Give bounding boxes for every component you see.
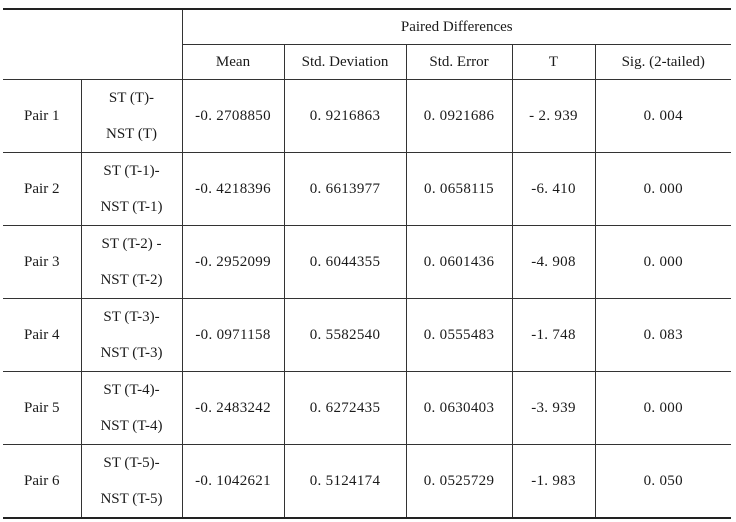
std-deviation-cell: 0. 6613977: [283, 152, 406, 226]
sig-cell: 0. 083: [594, 298, 731, 372]
std-deviation-cell: 0. 5582540: [283, 298, 406, 372]
variable-pair-cell: ST (T)- NST (T): [80, 79, 182, 153]
table-row: Pair 4 ST (T-3)- NST (T-3) -0. 0971158 0…: [3, 298, 731, 372]
variable-top: ST (T)-: [108, 90, 155, 106]
table-body: Paired Differences Mean Std. Deviation S…: [3, 8, 731, 519]
variable-top: ST (T-5)-: [103, 455, 160, 471]
std-error-cell: 0. 0658115: [405, 152, 512, 226]
column-header-t: T: [511, 44, 595, 80]
variable-bottom: NST (T-1): [100, 199, 163, 215]
header-corner-cell: [3, 8, 182, 80]
sig-cell: 0. 050: [594, 444, 731, 519]
std-deviation-cell: 0. 6044355: [283, 225, 406, 299]
column-header-std-error: Std. Error: [405, 44, 512, 80]
variable-pair-cell: ST (T-1)- NST (T-1): [80, 152, 182, 226]
t-cell: - 2. 939: [511, 79, 595, 153]
std-error-cell: 0. 0630403: [405, 371, 512, 445]
column-header-mean: Mean: [181, 44, 284, 80]
sig-cell: 0. 000: [594, 225, 731, 299]
pair-label: Pair 5: [3, 371, 81, 445]
variable-pair-cell: ST (T-2) - NST (T-2): [80, 225, 182, 299]
std-deviation-cell: 0. 9216863: [283, 79, 406, 153]
table-row: Pair 6 ST (T-5)- NST (T-5) -0. 1042621 0…: [3, 444, 731, 519]
pair-label: Pair 1: [3, 79, 81, 153]
header-row-group: Paired Differences: [3, 8, 731, 80]
t-cell: -4. 908: [511, 225, 595, 299]
std-error-cell: 0. 0525729: [405, 444, 512, 519]
column-header-sig: Sig. (2-tailed): [594, 44, 731, 80]
pair-label: Pair 3: [3, 225, 81, 299]
variable-pair-cell: ST (T-3)- NST (T-3): [80, 298, 182, 372]
t-cell: -6. 410: [511, 152, 595, 226]
sig-cell: 0. 004: [594, 79, 731, 153]
variable-bottom: NST (T): [106, 126, 157, 142]
sig-cell: 0. 000: [594, 371, 731, 445]
t-cell: -1. 983: [511, 444, 595, 519]
table-row: Pair 1 ST (T)- NST (T) -0. 2708850 0. 92…: [3, 79, 731, 153]
column-header-std-deviation: Std. Deviation: [283, 44, 406, 80]
variable-pair-cell: ST (T-4)- NST (T-4): [80, 371, 182, 445]
variable-top: ST (T-1)-: [103, 163, 160, 179]
variable-bottom: NST (T-4): [100, 418, 163, 434]
t-cell: -3. 939: [511, 371, 595, 445]
pair-label: Pair 4: [3, 298, 81, 372]
sig-cell: 0. 000: [594, 152, 731, 226]
mean-cell: -0. 1042621: [181, 444, 284, 519]
mean-cell: -0. 2483242: [181, 371, 284, 445]
group-header-paired-differences: Paired Differences: [181, 8, 731, 45]
std-error-cell: 0. 0601436: [405, 225, 512, 299]
table-row: Pair 3 ST (T-2) - NST (T-2) -0. 2952099 …: [3, 225, 731, 299]
table-row: Pair 5 ST (T-4)- NST (T-4) -0. 2483242 0…: [3, 371, 731, 445]
variable-bottom: NST (T-3): [100, 345, 163, 361]
paired-differences-table: Paired Differences Mean Std. Deviation S…: [3, 8, 731, 519]
std-error-cell: 0. 0555483: [405, 298, 512, 372]
mean-cell: -0. 4218396: [181, 152, 284, 226]
pair-label: Pair 6: [3, 444, 81, 519]
paired-differences-table-container: Paired Differences Mean Std. Deviation S…: [3, 8, 731, 519]
header-row-columns: Mean Std. Deviation Std. Error T Sig. (2…: [3, 44, 731, 80]
variable-pair-cell: ST (T-5)- NST (T-5): [80, 444, 182, 519]
variable-top: ST (T-4)-: [103, 382, 160, 398]
pair-label: Pair 2: [3, 152, 81, 226]
mean-cell: -0. 2708850: [181, 79, 284, 153]
variable-bottom: NST (T-2): [100, 272, 163, 288]
t-cell: -1. 748: [511, 298, 595, 372]
mean-cell: -0. 0971158: [181, 298, 284, 372]
mean-cell: -0. 2952099: [181, 225, 284, 299]
std-deviation-cell: 0. 5124174: [283, 444, 406, 519]
variable-top: ST (T-2) -: [101, 236, 162, 252]
variable-bottom: NST (T-5): [100, 491, 163, 507]
variable-top: ST (T-3)-: [103, 309, 160, 325]
table-row: Pair 2 ST (T-1)- NST (T-1) -0. 4218396 0…: [3, 152, 731, 226]
std-error-cell: 0. 0921686: [405, 79, 512, 153]
std-deviation-cell: 0. 6272435: [283, 371, 406, 445]
